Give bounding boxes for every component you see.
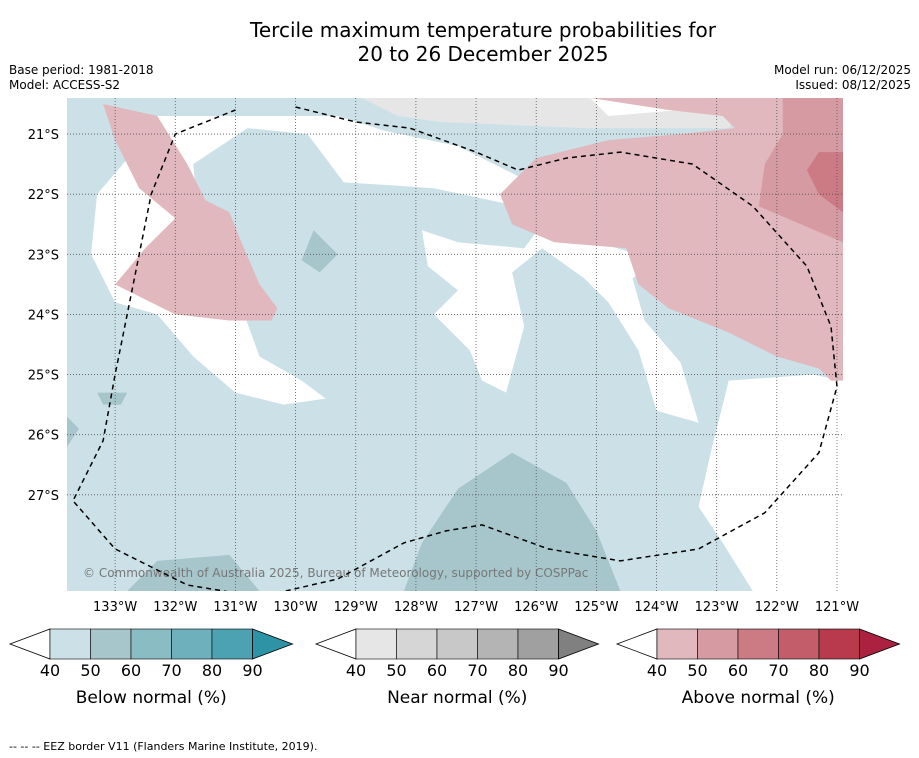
colorbar-tick-label: 50 (687, 661, 707, 680)
copyright-text: © Commonwealth of Australia 2025, Bureau… (83, 566, 588, 580)
colorbar-segment (436, 628, 478, 660)
y-tick-label: 21°S (28, 128, 59, 143)
x-tick-label: 122°W (755, 600, 799, 615)
colorbar-tick-label: 70 (768, 661, 788, 680)
region-none-1 (91, 116, 699, 423)
colorbar-tick-label: 60 (728, 661, 748, 680)
colorbar-title: Above normal (%) (682, 688, 835, 708)
colorbar-over-triangle (558, 628, 600, 660)
colorbar-under-triangle (8, 628, 51, 660)
colorbar-segment (130, 628, 172, 660)
colorbar-segment (211, 628, 253, 660)
colorbar-tick-label: 90 (242, 661, 262, 680)
colorbar-tick-label: 70 (467, 661, 487, 680)
base-period: Base period: 1981-2018 (9, 63, 154, 77)
eez-footnote: -- -- -- EEZ border V11 (Flanders Marine… (9, 740, 318, 753)
region-above-9 (103, 104, 278, 321)
x-tick-label: 130°W (274, 600, 318, 615)
probability-regions (67, 98, 843, 591)
model-name: Model: ACCESS-S2 (9, 78, 121, 92)
colorbar-tick-label: 80 (202, 661, 222, 680)
region-above-7 (758, 98, 843, 243)
colorbar-over-triangle (252, 628, 294, 660)
colorbar-tick-label: 60 (121, 661, 141, 680)
x-tick-label: 126°W (514, 600, 558, 615)
colorbar-tick-label: 50 (386, 661, 406, 680)
colorbar-segment (517, 628, 559, 660)
issued-date: Issued: 08/12/2025 (795, 78, 911, 92)
colorbar-tick-label: 60 (427, 661, 447, 680)
colorbar-segment (656, 628, 698, 660)
colorbar-under-triangle (314, 628, 357, 660)
colorbar-segment (396, 628, 438, 660)
colorbar-segment (778, 628, 820, 660)
colorbar-tick-label: 70 (161, 661, 181, 680)
title-line-1: Tercile maximum temperature probabilitie… (250, 18, 716, 42)
region-below-12 (301, 230, 338, 273)
x-tick-label: 127°W (454, 600, 498, 615)
x-tick-label: 124°W (634, 600, 678, 615)
model-run: Model run: 06/12/2025 (773, 63, 911, 77)
colorbar-tick-label: 40 (346, 661, 366, 680)
title-line-2: 20 to 26 December 2025 (357, 42, 609, 66)
colorbar-tick-label: 40 (647, 661, 667, 680)
eez-border-line (72, 106, 838, 591)
colorbar-segment (477, 628, 519, 660)
x-tick-label: 123°W (695, 600, 739, 615)
y-tick-label: 27°S (28, 489, 59, 504)
region-below-14 (67, 416, 79, 447)
colorbar-segment (697, 628, 739, 660)
x-tick-label: 128°W (394, 600, 438, 615)
colorbar-tick-label: 80 (508, 661, 528, 680)
x-tick-label: 132°W (153, 600, 197, 615)
region-below-11 (127, 554, 260, 591)
colorbar-segment (737, 628, 779, 660)
colorbar-title: Below normal (%) (76, 688, 227, 708)
colorbar-title: Near normal (%) (387, 688, 527, 708)
colorbar-segment (355, 628, 397, 660)
region-below-10 (403, 452, 621, 591)
meta-left: Base period: 1981-2018 Model: ACCESS-S2 (9, 63, 154, 93)
y-tick-label: 22°S (28, 188, 59, 203)
y-tick-label: 26°S (28, 429, 59, 444)
x-tick-label: 133°W (93, 600, 137, 615)
y-tick-label: 24°S (28, 308, 59, 323)
colorbar-segment (171, 628, 213, 660)
colorbar-3: 40 50 60 70 80 90 Above normal (%) (615, 628, 901, 708)
x-tick-label: 125°W (574, 600, 618, 615)
colorbar-2: 40 50 60 70 80 90 Near normal (%) (314, 628, 600, 708)
meta-right: Model run: 06/12/2025 Issued: 08/12/2025 (774, 63, 911, 93)
x-tick-label: 129°W (334, 600, 378, 615)
region-above-6 (500, 98, 843, 381)
colorbar-segment (90, 628, 132, 660)
region-below-13 (97, 392, 128, 405)
colorbar-tick-label: 90 (849, 661, 869, 680)
map-plot: © Commonwealth of Australia 2025, Bureau… (8, 98, 901, 708)
x-tick-label: 121°W (815, 600, 859, 615)
y-tick-label: 25°S (28, 369, 59, 384)
region-above-8 (806, 152, 843, 213)
colorbar-under-triangle (615, 628, 658, 660)
chart-title: Tercile maximum temperature probabilitie… (0, 18, 919, 66)
colorbar-tick-label: 90 (548, 661, 568, 680)
x-tick-label: 131°W (213, 600, 257, 615)
region-none-2 (698, 374, 843, 591)
colorbar-tick-label: 50 (80, 661, 100, 680)
y-tick-label: 23°S (28, 248, 59, 263)
colorbar-segment (49, 628, 91, 660)
colorbar-1: 40 50 60 70 80 90 Below normal (%) (8, 628, 294, 708)
colorbar-tick-label: 80 (809, 661, 829, 680)
colorbar-over-triangle (859, 628, 901, 660)
colorbar-segment (818, 628, 860, 660)
grid-lines (67, 98, 843, 591)
colorbar-tick-label: 40 (40, 661, 60, 680)
